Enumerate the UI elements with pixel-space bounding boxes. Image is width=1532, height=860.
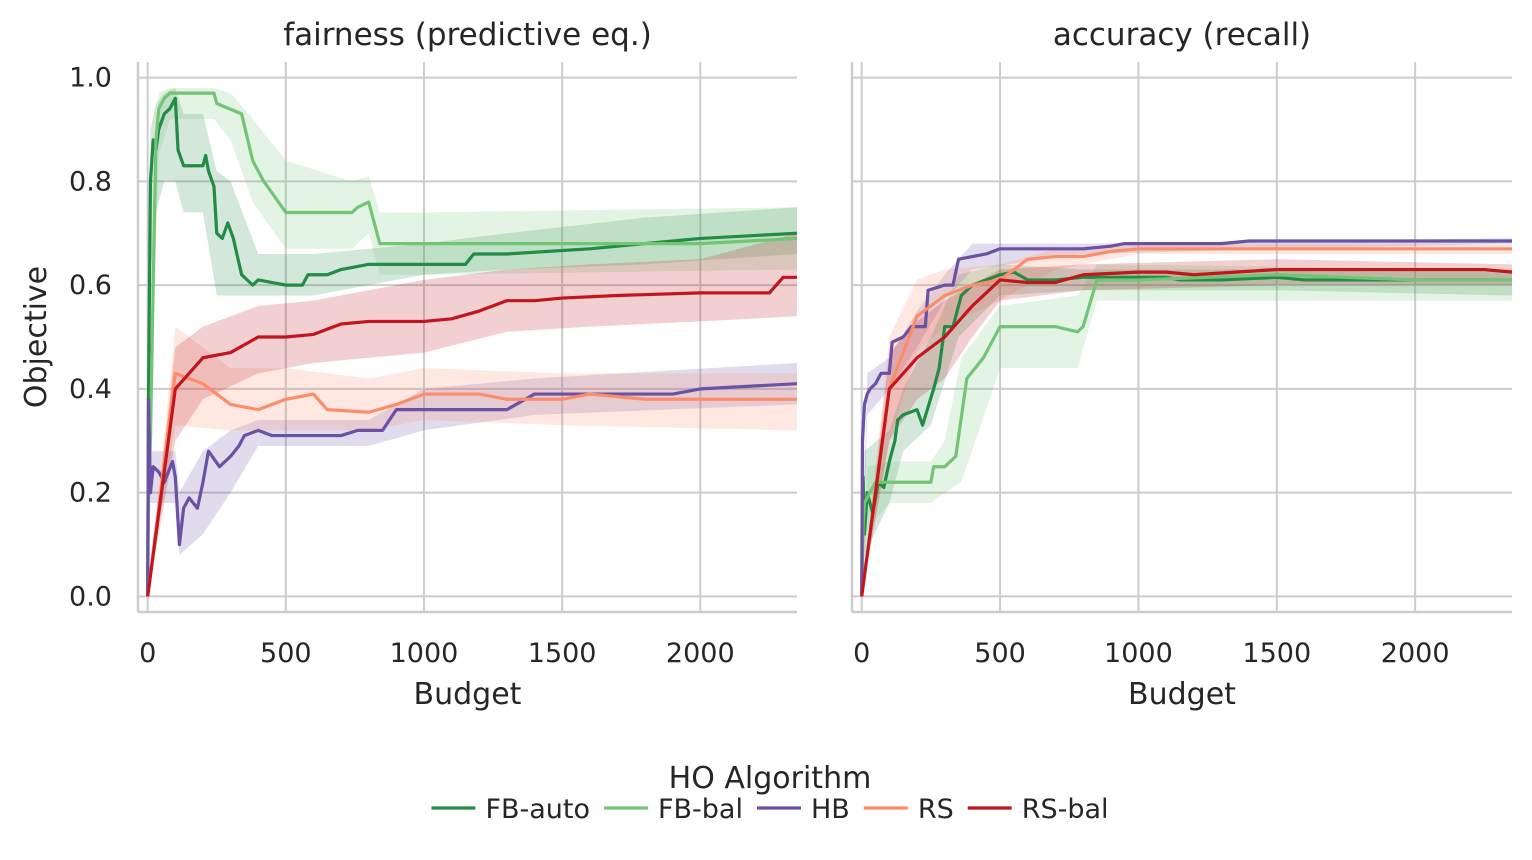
legend-label: RS-bal xyxy=(1022,794,1109,825)
series-line-rs-bal xyxy=(146,275,797,597)
plot-area xyxy=(146,87,797,597)
grid xyxy=(852,62,1512,612)
panel-title: fairness (predictive eq.) xyxy=(283,17,652,53)
legend-item-rs: RS xyxy=(863,794,954,825)
series-line-rs xyxy=(146,371,797,597)
legend-label: RS xyxy=(918,794,954,825)
series-line-rs-bal xyxy=(860,267,1512,597)
y-axis-label: Objective xyxy=(19,266,54,408)
x-tick-label: 0 xyxy=(853,638,870,669)
legend: HO Algorithm FB-auto FB-bal HB RS RS-bal xyxy=(431,761,1109,825)
panel-fairness: fairness (predictive eq.) 0 500 1000 1500 200… xyxy=(19,17,797,712)
x-tick-label: 1000 xyxy=(390,638,459,669)
band-fb-bal xyxy=(147,87,797,597)
legend-label: FB-auto xyxy=(485,794,590,825)
y-tick-label: 0.0 xyxy=(69,581,112,612)
legend-item-fb-bal: FB-bal xyxy=(604,794,743,825)
series-line-hb xyxy=(860,239,1512,597)
y-tick-labels: 0.0 0.2 0.4 0.6 0.8 1.0 xyxy=(69,63,112,613)
x-tick-labels: 0 500 1000 1500 2000 xyxy=(139,638,735,669)
x-tick-label: 1000 xyxy=(1104,638,1173,669)
band-rs-bal xyxy=(147,233,797,597)
x-tick-label: 500 xyxy=(974,638,1026,669)
legend-label: FB-bal xyxy=(658,794,743,825)
legend-title: HO Algorithm xyxy=(669,761,872,796)
x-tick-label: 1500 xyxy=(528,638,597,669)
legend-label: HB xyxy=(811,794,850,825)
panel-accuracy: accuracy (recall) 0 500 1000 1500 2000 Budget xyxy=(850,17,1512,712)
grid xyxy=(138,62,797,612)
band-rs xyxy=(861,243,1512,597)
y-tick-label: 0.8 xyxy=(69,166,112,197)
legend-item-fb-auto: FB-auto xyxy=(431,794,590,825)
x-tick-label: 500 xyxy=(260,638,312,669)
legend-item-hb: HB xyxy=(756,794,850,825)
series-line-fb-bal xyxy=(146,91,797,597)
series-line-fb-auto xyxy=(146,96,797,597)
series-line-rs xyxy=(860,247,1512,597)
x-tick-label: 2000 xyxy=(1381,638,1450,669)
legend-items: FB-auto FB-bal HB RS RS-bal xyxy=(431,794,1109,825)
plot-area xyxy=(860,238,1512,597)
panel-title: accuracy (recall) xyxy=(1053,17,1311,53)
y-tick-label: 0.4 xyxy=(69,374,112,405)
series-line-fb-bal xyxy=(860,273,1512,597)
x-tick-label: 2000 xyxy=(666,638,735,669)
band-hb xyxy=(147,362,797,597)
x-tick-label: 0 xyxy=(139,638,156,669)
y-tick-label: 1.0 xyxy=(69,63,112,94)
y-tick-label: 0.2 xyxy=(69,478,112,509)
y-tick-label: 0.6 xyxy=(69,270,112,301)
legend-item-rs-bal: RS-bal xyxy=(967,794,1109,825)
band-fb-bal xyxy=(861,264,1512,597)
x-tick-label: 1500 xyxy=(1242,638,1311,669)
x-tick-labels: 0 500 1000 1500 2000 xyxy=(853,638,1449,669)
x-axis-label: Budget xyxy=(1128,677,1236,712)
x-axis-label: Budget xyxy=(414,677,522,712)
